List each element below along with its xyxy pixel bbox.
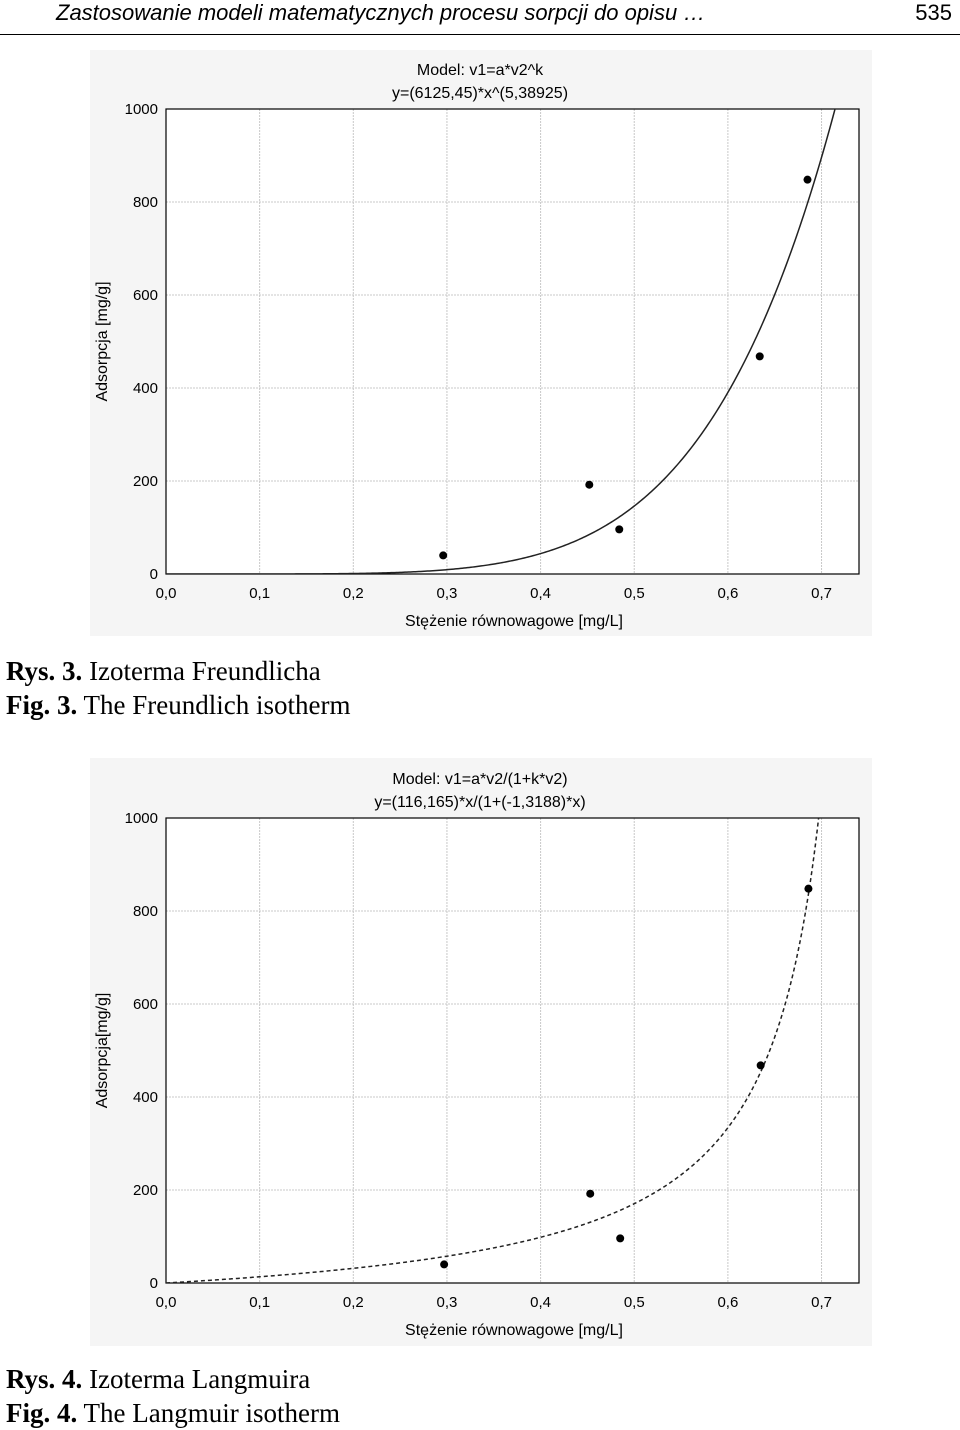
x-tick-label: 0,5: [624, 585, 645, 602]
x-axis-label: Stężenie równowagowe [mg/L]: [405, 613, 623, 630]
caption-en-label: Fig. 4.: [6, 1398, 78, 1428]
x-tick-label: 0,4: [530, 1294, 551, 1311]
plot-frame: [165, 108, 860, 575]
x-tick-label: 0,0: [156, 585, 177, 602]
caption-pl: Rys. 3. Izoterma Freundlicha: [6, 654, 350, 688]
y-tick-label: 400: [133, 380, 158, 397]
y-tick-label: 200: [133, 473, 158, 490]
y-tick-label: 0: [150, 1275, 158, 1292]
caption-en-text: The Langmuir isotherm: [83, 1398, 340, 1428]
y-tick-label: 400: [133, 1089, 158, 1106]
x-tick-label: 0,7: [811, 1294, 832, 1311]
data-point: [586, 1189, 595, 1198]
caption-pl-text: Izoterma Langmuira: [89, 1364, 311, 1394]
caption-en: Fig. 3. The Freundlich isotherm: [6, 688, 350, 722]
data-point: [440, 1260, 449, 1269]
figure-4-caption: Rys. 4. Izoterma Langmuira Fig. 4. The L…: [6, 1362, 340, 1430]
chart-subtitle: y=(6125,45)*x^(5,38925): [392, 85, 568, 102]
freundlich-figure: 0,0 0,1 0,2 0,3 0,4 0,5 0,6 0,7 0 200 400 600 800 100…: [90, 50, 872, 636]
chart-title: Model: v1=a*v2^k: [417, 62, 544, 79]
data-point: [804, 884, 813, 893]
page-number: 535: [915, 0, 952, 25]
y-tick-label: 600: [133, 996, 158, 1013]
freundlich-chart: 0,0 0,1 0,2 0,3 0,4 0,5 0,6 0,7 0 200 400 600 800 100…: [94, 62, 860, 630]
y-tick-label: 1000: [125, 101, 158, 118]
x-tick-label: 0,3: [437, 585, 458, 602]
x-tick-label: 0,1: [249, 585, 270, 602]
x-tick-label: 0,1: [249, 1294, 270, 1311]
data-point: [615, 525, 624, 534]
y-tick-label: 600: [133, 287, 158, 304]
x-tick-label: 0,2: [343, 1294, 364, 1311]
plot-area: [166, 818, 859, 1283]
caption-pl-label: Rys. 3.: [6, 656, 83, 686]
x-axis-label: Stężenie równowagowe [mg/L]: [405, 1322, 623, 1339]
y-axis-label: Adsorpcja [mg/g]: [94, 281, 111, 401]
fit-curve: [166, 818, 820, 1283]
chart-subtitle: y=(116,165)*x/(1+(-1,3188)*x): [374, 794, 585, 811]
x-tick-label: 0,4: [530, 585, 551, 602]
x-tick-label: 0,3: [437, 1294, 458, 1311]
x-tick-label: 0,6: [717, 1294, 738, 1311]
data-point: [616, 1234, 625, 1243]
y-tick-label: 1000: [125, 810, 158, 827]
data-point: [755, 352, 764, 361]
fit-curve: [166, 109, 836, 574]
x-tick-label: 0,7: [811, 585, 832, 602]
y-tick-label: 800: [133, 194, 158, 211]
figure-3-caption: Rys. 3. Izoterma Freundlicha Fig. 3. The…: [6, 654, 350, 722]
x-tick-label: 0,5: [624, 1294, 645, 1311]
caption-en: Fig. 4. The Langmuir isotherm: [6, 1396, 340, 1430]
plot-area: [166, 109, 859, 574]
page-header: Zastosowanie modeli matematycznych proce…: [0, 0, 960, 35]
x-tick-label: 0,6: [717, 585, 738, 602]
data-point: [585, 480, 594, 489]
y-tick-label: 800: [133, 903, 158, 920]
y-tick-label: 200: [133, 1182, 158, 1199]
data-point: [803, 175, 812, 184]
data-point: [756, 1061, 765, 1070]
data-point: [439, 551, 448, 560]
x-tick-label: 0,2: [343, 585, 364, 602]
langmuir-figure: 0,0 0,1 0,2 0,3 0,4 0,5 0,6 0,7 0 200 400 600 800 100…: [90, 758, 872, 1346]
y-tick-label: 0: [150, 566, 158, 583]
caption-pl: Rys. 4. Izoterma Langmuira: [6, 1362, 340, 1396]
caption-pl-text: Izoterma Freundlicha: [89, 656, 321, 686]
caption-en-label: Fig. 3.: [6, 690, 78, 720]
x-tick-label: 0,0: [156, 1294, 177, 1311]
running-title: Zastosowanie modeli matematycznych proce…: [56, 0, 706, 25]
plot-frame: [165, 817, 860, 1284]
langmuir-chart: 0,0 0,1 0,2 0,3 0,4 0,5 0,6 0,7 0 200 400 600 800 100…: [94, 771, 860, 1339]
caption-pl-label: Rys. 4.: [6, 1364, 83, 1394]
y-axis-label: Adsorpcja[mg/g]: [94, 993, 111, 1109]
chart-title: Model: v1=a*v2/(1+k*v2): [392, 771, 567, 788]
caption-en-text: The Freundlich isotherm: [83, 690, 351, 720]
